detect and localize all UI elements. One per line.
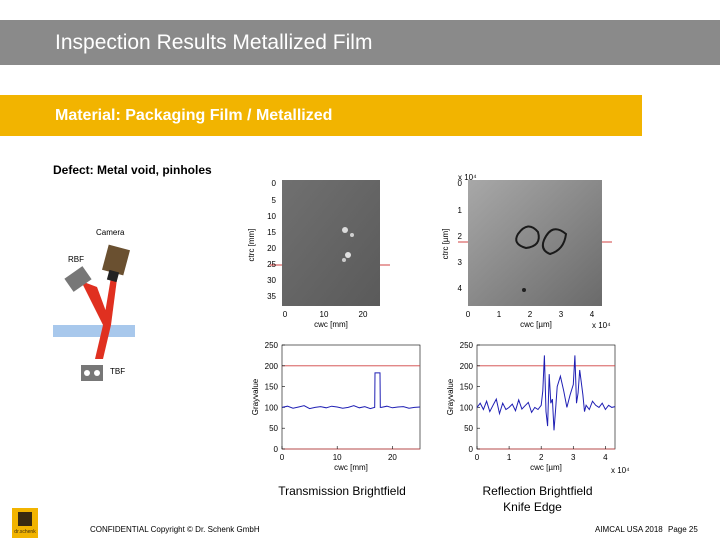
logo-text: dr.schenk xyxy=(14,529,36,535)
x-tick-label: 1 xyxy=(507,453,512,462)
y-tick-label: 150 xyxy=(460,383,474,392)
x-tick-label: 20 xyxy=(388,453,397,462)
reflection-caption-line1: Reflection Brightfield xyxy=(482,484,593,498)
y-tick-label: 0 xyxy=(274,445,279,454)
y-tick-label: 5 xyxy=(272,196,277,205)
reflection-grayvalue-chart: 0 50 100 150 200 250 0 1 2 3 4 cwc [µm] Grayvalue x 1… xyxy=(446,341,630,475)
y-axis-label: ctrc [mm] xyxy=(247,229,256,262)
rbf-light-icon xyxy=(64,266,92,292)
page-number: Page 25 xyxy=(668,525,698,534)
series-line xyxy=(476,355,616,431)
void-defect-outline xyxy=(541,228,568,256)
y-tick-label: 3 xyxy=(458,258,463,267)
tbf-light-lens-icon xyxy=(84,370,90,376)
x-tick-label: 1 xyxy=(497,310,502,319)
x-tick-label: 0 xyxy=(280,453,285,462)
y-tick-label: 250 xyxy=(265,341,279,350)
y-tick-label: 250 xyxy=(460,341,474,350)
pinhole-spot xyxy=(350,233,354,237)
company-logo: dr.schenk xyxy=(12,508,38,538)
x-axis-label: cwc [µm] xyxy=(520,320,552,329)
y-tick-label: 2 xyxy=(458,232,463,241)
slide-title: Inspection Results Metallized Film xyxy=(55,31,373,54)
plot-area xyxy=(281,344,421,450)
camera-lens-icon xyxy=(106,269,120,283)
y-tick-label: 4 xyxy=(458,284,463,293)
x-tick-label: 10 xyxy=(320,310,329,319)
transmission-image: ctrc [mm] 0 5 10 15 20 25 30 35 0 10 20 … xyxy=(247,179,390,329)
y-tick-label: 100 xyxy=(265,403,279,412)
y-tick-label: 200 xyxy=(460,362,474,371)
y-tick-label: 25 xyxy=(267,260,276,269)
transmission-caption: Transmission Brightfield xyxy=(278,484,406,498)
x-tick-label: 10 xyxy=(333,453,342,462)
tbf-light-icon xyxy=(81,365,103,381)
y-axis-label: Grayvalue xyxy=(446,378,455,415)
tbf-beam xyxy=(95,325,111,359)
y-tick-label: 35 xyxy=(267,292,276,301)
y-tick-label: 50 xyxy=(464,424,473,433)
camera-icon xyxy=(102,244,130,276)
y-tick-label: 0 xyxy=(458,179,463,188)
y-tick-label: 200 xyxy=(265,362,279,371)
y-tick-label: 20 xyxy=(267,244,276,253)
confidential-notice: CONFIDENTIAL Copyright © Dr. Schenk GmbH xyxy=(90,525,260,534)
x-tick-label: 20 xyxy=(359,310,368,319)
rbf-label: RBF xyxy=(68,255,84,264)
transmission-image-area xyxy=(282,180,380,306)
x-tick-label: 4 xyxy=(603,453,608,462)
void-spot xyxy=(522,288,526,292)
y-axis-label: Grayvalue xyxy=(251,378,260,415)
void-defect-outline xyxy=(515,225,540,250)
y-tick-label: 0 xyxy=(272,179,277,188)
x-tick-label: 2 xyxy=(539,453,544,462)
x-tick-label: 3 xyxy=(559,310,564,319)
logo-mark-icon xyxy=(18,512,32,526)
x-exponent-label: x 10⁴ xyxy=(611,466,630,475)
reflection-image: x 10⁴ ctrc [µm] 0 1 2 3 4 0 1 2 3 4 cwc … xyxy=(441,173,612,330)
optical-schematic xyxy=(53,244,135,381)
y-tick-label: 1 xyxy=(458,206,463,215)
y-tick-label: 150 xyxy=(265,383,279,392)
tbf-light-lens-icon xyxy=(94,370,100,376)
reflection-image-area xyxy=(468,180,602,306)
y-tick-label: 50 xyxy=(269,424,278,433)
y-exponent-label: x 10⁴ xyxy=(458,173,477,182)
y-tick-label: 15 xyxy=(267,228,276,237)
x-tick-label: 0 xyxy=(283,310,288,319)
camera-label: Camera xyxy=(96,228,125,237)
x-exponent-label: x 10⁴ xyxy=(592,321,611,330)
reflection-caption-line2: Knife Edge xyxy=(503,500,562,514)
x-tick-label: 2 xyxy=(528,310,533,319)
pinhole-spot xyxy=(342,258,346,262)
series-line xyxy=(281,372,421,410)
y-tick-label: 10 xyxy=(267,212,276,221)
x-tick-label: 0 xyxy=(475,453,480,462)
camera-beam xyxy=(103,277,117,325)
x-axis-label: cwc [mm] xyxy=(334,463,368,472)
event-label: AIMCAL USA 2018 xyxy=(595,525,663,534)
x-tick-label: 4 xyxy=(590,310,595,319)
film-layer xyxy=(53,325,135,337)
y-tick-label: 100 xyxy=(460,403,474,412)
y-tick-label: 30 xyxy=(267,276,276,285)
y-axis-label: ctrc [µm] xyxy=(441,229,450,260)
y-tick-label: 0 xyxy=(469,445,474,454)
tbf-label: TBF xyxy=(110,367,126,376)
x-axis-label: cwc [mm] xyxy=(314,320,348,329)
pinhole-spot xyxy=(345,252,351,258)
title-bar xyxy=(0,20,720,65)
x-tick-label: 0 xyxy=(466,310,471,319)
x-tick-label: 3 xyxy=(571,453,576,462)
material-label: Material: Packaging Film / Metallized xyxy=(55,107,333,124)
rbf-beam xyxy=(81,281,111,325)
pinhole-spot xyxy=(342,227,348,233)
defect-label: Defect: Metal void, pinholes xyxy=(53,163,212,177)
x-axis-label: cwc [µm] xyxy=(530,463,562,472)
transmission-grayvalue-chart: 0 50 100 150 200 250 0 10 20 cwc [mm] Grayvalue xyxy=(251,341,421,472)
material-bar xyxy=(0,95,642,136)
